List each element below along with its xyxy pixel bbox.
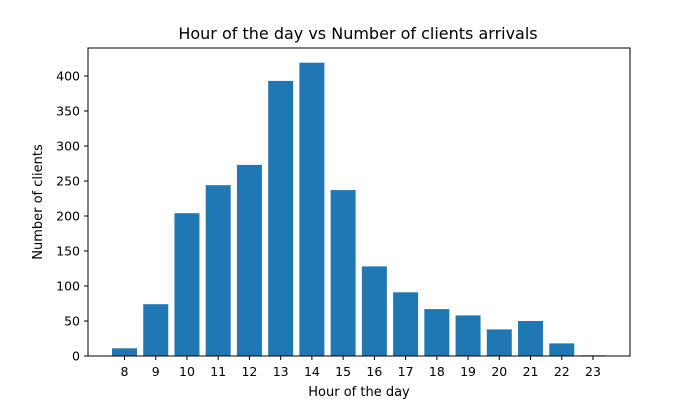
bar-hour-11: [205, 185, 231, 356]
bar-hour-16: [361, 266, 387, 356]
chart-title: Hour of the day vs Number of clients arr…: [178, 24, 537, 43]
x-tick-label: 19: [460, 364, 476, 379]
x-tick-label: 16: [366, 364, 382, 379]
plot-frame: [87, 47, 631, 357]
bar-hour-14: [299, 62, 325, 356]
bar-hour-10: [174, 213, 200, 356]
bar-hour-12: [236, 164, 262, 356]
y-tick-label: 350: [56, 104, 80, 119]
x-tick-label: 21: [523, 364, 539, 379]
x-tick-label: 10: [179, 364, 195, 379]
bar-hour-17: [393, 292, 419, 356]
bar-hour-20: [486, 329, 512, 356]
y-tick-label: 100: [56, 279, 80, 294]
bars-group: [112, 62, 606, 357]
y-tick-label: 300: [56, 139, 80, 154]
bar-hour-15: [330, 190, 356, 356]
bar-hour-9: [143, 304, 169, 356]
bar-hour-22: [549, 343, 575, 356]
y-tick-label: 50: [64, 314, 80, 329]
x-tick-label: 11: [210, 364, 226, 379]
y-tick-label: 200: [56, 209, 80, 224]
x-tick-label: 20: [491, 364, 507, 379]
x-tick-label: 15: [335, 364, 351, 379]
bar-hour-19: [455, 315, 481, 356]
x-tick-label: 18: [429, 364, 445, 379]
x-tick-label: 12: [241, 364, 257, 379]
y-tick-label: 0: [72, 349, 80, 364]
x-tick-label: 13: [273, 364, 289, 379]
x-tick-label: 23: [585, 364, 601, 379]
x-tick-label: 9: [152, 364, 160, 379]
bar-hour-8: [112, 348, 137, 356]
bar-hour-18: [424, 309, 450, 356]
x-axis: 8 9 10 11 12 13 14 15 16 17 18 19 20 21 22 23: [121, 356, 601, 379]
bar-hour-13: [268, 80, 294, 357]
y-axis-label: Number of clients: [31, 144, 46, 260]
bar-hour-21: [518, 321, 544, 356]
x-axis-label: Hour of the day: [308, 385, 410, 400]
y-axis: 0 50 100 150 200 250 300 350 400: [56, 69, 88, 364]
x-tick-label: 14: [304, 364, 320, 379]
x-tick-label: 17: [398, 364, 414, 379]
x-tick-label: 8: [121, 364, 129, 379]
x-tick-label: 22: [554, 364, 570, 379]
y-tick-label: 400: [56, 69, 80, 84]
y-tick-label: 250: [56, 174, 80, 189]
y-tick-label: 150: [56, 244, 80, 259]
